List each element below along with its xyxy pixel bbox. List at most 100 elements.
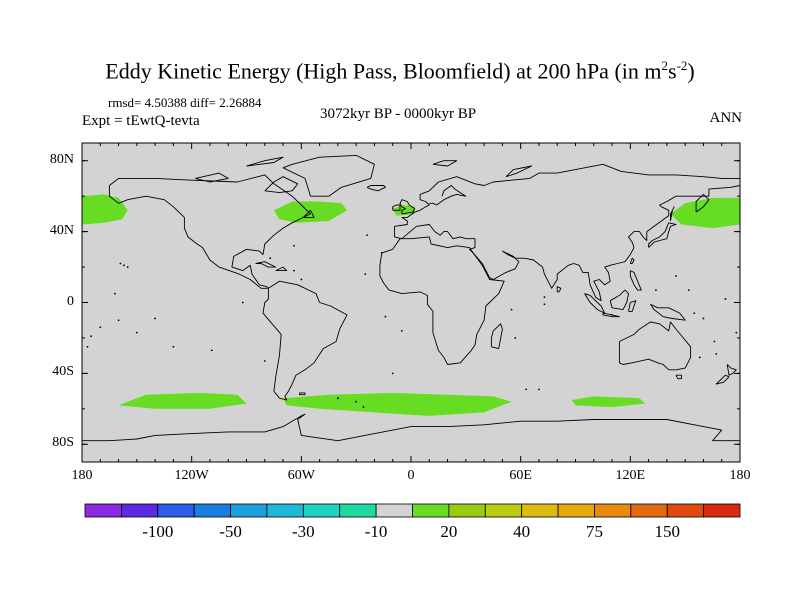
colorbar-label: -100	[142, 522, 173, 541]
y-tick-label: 0	[67, 293, 74, 309]
coastline-new-guinea	[650, 303, 686, 321]
island-dot	[693, 312, 696, 315]
y-tick-label: 40S	[52, 364, 74, 380]
island-dot	[715, 352, 718, 355]
island-dot	[362, 406, 365, 408]
island-dot	[135, 331, 138, 334]
island-dot	[99, 326, 102, 329]
period-label: 3072kyr BP - 0000kyr BP	[320, 106, 477, 122]
colorbar-label: -10	[365, 522, 388, 541]
x-tick-label: 60E	[509, 468, 532, 483]
stats-label: rmsd= 4.50388 diff= 2.26884	[108, 95, 262, 110]
coastline-svalbard	[432, 160, 458, 167]
coastline-sri-lanka	[556, 286, 562, 293]
island-dot	[366, 234, 369, 237]
anomaly-region-southern-ocean-atlantic-indian	[283, 392, 512, 416]
colorbar-box	[302, 503, 341, 518]
colorbar-box	[521, 503, 559, 518]
island-dot	[543, 303, 546, 306]
chart-title: Eddy Kinetic Energy (High Pass, Bloomfie…	[0, 58, 800, 84]
y-tick-label: 40N	[49, 222, 74, 238]
colorbar-box	[157, 503, 195, 518]
island-dot	[514, 337, 517, 339]
colorbar-label: -50	[219, 522, 242, 541]
island-dot	[611, 314, 613, 316]
colorbar-box	[339, 503, 377, 518]
island-dot	[538, 388, 540, 391]
y-tick-label: 80S	[52, 435, 74, 451]
title-superscript-2: -2	[676, 58, 688, 73]
coastline-new-zealand-south	[715, 374, 730, 385]
island-dot	[655, 289, 657, 291]
anomaly-region-north-atlantic-west	[273, 201, 347, 223]
colorbar	[84, 503, 741, 518]
colorbar-box	[594, 503, 632, 518]
anomaly-region-north-pacific-west	[670, 197, 740, 229]
x-tick-label: 60W	[287, 468, 315, 483]
colorbar-labels: -100 -50 -30 -10 20 40 75 150	[142, 522, 680, 541]
island-dot	[336, 397, 339, 400]
island-dot	[300, 278, 303, 281]
colorbar-box	[375, 503, 413, 518]
island-dot	[510, 308, 513, 311]
coastline-north-america	[108, 174, 311, 289]
island-dot	[126, 266, 129, 268]
coastline-greenland	[282, 154, 375, 197]
coastline-philippines	[629, 270, 642, 291]
coastline-scandinavia-baltic	[429, 185, 467, 206]
colorbar-label: 20	[440, 522, 457, 541]
anomaly-region-southern-ocean-south-pacific	[118, 392, 247, 409]
island-dot	[364, 273, 367, 276]
title-main: Eddy Kinetic Energy (High Pass, Bloomfie…	[105, 58, 662, 84]
island-dot	[90, 335, 93, 338]
coastline-taiwan	[629, 257, 635, 264]
island-dot	[543, 296, 546, 299]
coastline-hispaniola	[275, 266, 288, 272]
coastline-kamchatka	[695, 193, 710, 213]
colorbar-box	[412, 503, 450, 518]
coastline-tasmania	[675, 374, 682, 380]
coastline-sakhalin	[670, 206, 675, 222]
colorbar-box	[84, 503, 122, 518]
x-tick-label: 180	[729, 468, 751, 483]
coastline-south-america	[262, 280, 348, 401]
colorbar-box	[557, 503, 595, 518]
colorbar-label: -30	[292, 522, 315, 541]
coastline-baffin-island	[264, 176, 299, 194]
coastline-borneo	[609, 289, 629, 311]
island-dot	[123, 264, 125, 267]
island-dot	[293, 244, 295, 247]
island-dot	[735, 331, 738, 334]
colorbar-box	[120, 503, 159, 518]
coastlines	[82, 154, 740, 442]
island-dots	[86, 234, 738, 408]
island-dot	[86, 345, 89, 348]
season-label: ANN	[709, 110, 743, 126]
coastline-eurasia	[394, 163, 740, 302]
x-tick-label: 180	[71, 468, 93, 483]
colorbar-box	[666, 503, 705, 518]
island-dot	[687, 289, 690, 291]
coastline-antarctica	[82, 413, 740, 442]
colorbar-box	[230, 503, 268, 518]
title-end: )	[687, 58, 695, 84]
x-axis-ticks	[81, 143, 741, 462]
colorbar-box	[703, 503, 741, 518]
x-tick-label: 120E	[615, 468, 646, 483]
island-dot	[269, 257, 272, 260]
experiment-label: Expt = tEwtQ-tevta	[82, 113, 200, 129]
title-mid: s	[668, 58, 677, 84]
island-dot	[713, 340, 716, 343]
island-dot	[293, 269, 295, 272]
island-dot	[263, 360, 266, 362]
coastline-ireland	[392, 204, 401, 211]
coastline-africa	[379, 236, 505, 365]
island-dot	[525, 388, 528, 391]
island-dot	[241, 301, 244, 304]
colorbar-box	[484, 503, 523, 518]
island-dot	[702, 317, 705, 320]
coastline-victoria-island	[195, 172, 229, 183]
coastline-newfoundland	[302, 209, 315, 218]
colorbar-label: 75	[586, 522, 603, 541]
